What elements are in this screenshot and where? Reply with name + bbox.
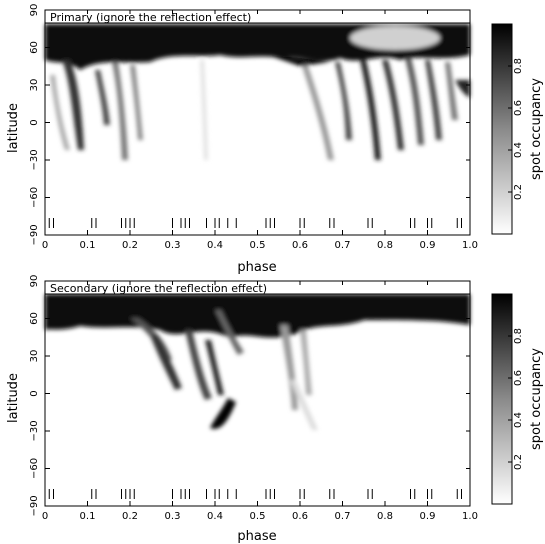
- x-label-secondary: phase: [237, 529, 276, 544]
- x-tick-label: 1.0: [462, 511, 478, 522]
- y-tick-label: −60: [29, 187, 40, 208]
- x-tick-label: 0.4: [207, 511, 223, 522]
- colorbar-secondary: [491, 293, 513, 505]
- y-tick-label: 60: [29, 41, 40, 54]
- x-tick-label: 0.1: [80, 240, 96, 251]
- x-tick-label: 0.2: [122, 511, 138, 522]
- y-tick-label: −60: [29, 458, 40, 479]
- x-axis-secondary: 0 0.1 0.2 0.3 0.4 0.5 0.6 0.7 0.8 0.9 1.0: [42, 281, 478, 522]
- colorbar-tick-label: 0.6: [513, 100, 524, 116]
- panel-primary: Primary (ignore the reflection effect) 0…: [6, 4, 544, 275]
- y-tick-label: 60: [29, 312, 40, 325]
- x-tick-label: 0.6: [292, 511, 308, 522]
- heatmap-secondary: [45, 294, 470, 430]
- x-tick-label: 0.3: [165, 511, 181, 522]
- panel-secondary: Secondary (ignore the reflection effect)…: [6, 275, 544, 544]
- colorbar-label-primary: spot occupancy: [529, 78, 544, 180]
- x-tick-label: 1.0: [462, 240, 478, 251]
- y-tick-label: 30: [29, 350, 40, 363]
- x-tick-label: 0.1: [80, 511, 96, 522]
- x-tick-label: 0.3: [165, 240, 181, 251]
- y-axis-primary: 90 60 30 0 −30 −60 −90: [29, 4, 470, 246]
- y-tick-label: −30: [29, 149, 40, 170]
- y-tick-label: −30: [29, 420, 40, 441]
- y-label-secondary: latitude: [6, 373, 21, 423]
- colorbar-tick-label: 0.2: [513, 454, 524, 470]
- x-label-primary: phase: [237, 260, 276, 275]
- colorbar-tick-label: 0.8: [513, 328, 524, 344]
- y-tick-label: −90: [29, 224, 40, 245]
- y-tick-label: 30: [29, 79, 40, 92]
- x-tick-label: 0.6: [292, 240, 308, 251]
- x-tick-label: 0.7: [335, 240, 351, 251]
- x-tick-label: 0: [42, 240, 48, 251]
- observation-marks-secondary: [48, 489, 462, 499]
- x-tick-label: 0.5: [250, 511, 266, 522]
- x-tick-label: 0.5: [250, 240, 266, 251]
- colorbar-label-secondary: spot occupancy: [529, 348, 544, 450]
- x-tick-label: 0.9: [420, 511, 436, 522]
- x-tick-label: 0.4: [207, 240, 223, 251]
- x-tick-label: 0: [42, 511, 48, 522]
- x-tick-label: 0.8: [377, 240, 393, 251]
- observation-marks-primary: [48, 218, 462, 228]
- colorbar-tick-label: 0.4: [513, 412, 524, 428]
- x-tick-label: 0.7: [335, 511, 351, 522]
- colorbar-ticks-primary: 0.2 0.4 0.6 0.8: [508, 58, 524, 200]
- y-tick-label: 90: [29, 4, 40, 17]
- heatmap-primary: [45, 24, 470, 160]
- colorbar-tick-label: 0.8: [513, 58, 524, 74]
- x-axis-primary: 0 0.1 0.2 0.3 0.4 0.5 0.6 0.7 0.8 0.9 1.0: [42, 10, 478, 251]
- x-tick-label: 0.9: [420, 240, 436, 251]
- y-label-primary: latitude: [6, 103, 21, 153]
- x-tick-label: 0.2: [122, 240, 138, 251]
- y-tick-label: 90: [29, 275, 40, 288]
- y-tick-label: 0: [29, 119, 40, 125]
- title-primary: Primary (ignore the reflection effect): [50, 11, 251, 24]
- colorbar-tick-label: 0.4: [513, 142, 524, 158]
- colorbar-tick-label: 0.6: [513, 370, 524, 386]
- y-tick-label: 0: [29, 390, 40, 396]
- x-tick-label: 0.8: [377, 511, 393, 522]
- y-axis-secondary: 90 60 30 0 −30 −60 −90: [29, 275, 470, 517]
- colorbar-primary: [491, 23, 513, 235]
- title-secondary: Secondary (ignore the reflection effect): [50, 282, 267, 295]
- colorbar-tick-label: 0.2: [513, 184, 524, 200]
- y-tick-label: −90: [29, 495, 40, 516]
- colorbar-ticks-secondary: 0.2 0.4 0.6 0.8: [508, 328, 524, 470]
